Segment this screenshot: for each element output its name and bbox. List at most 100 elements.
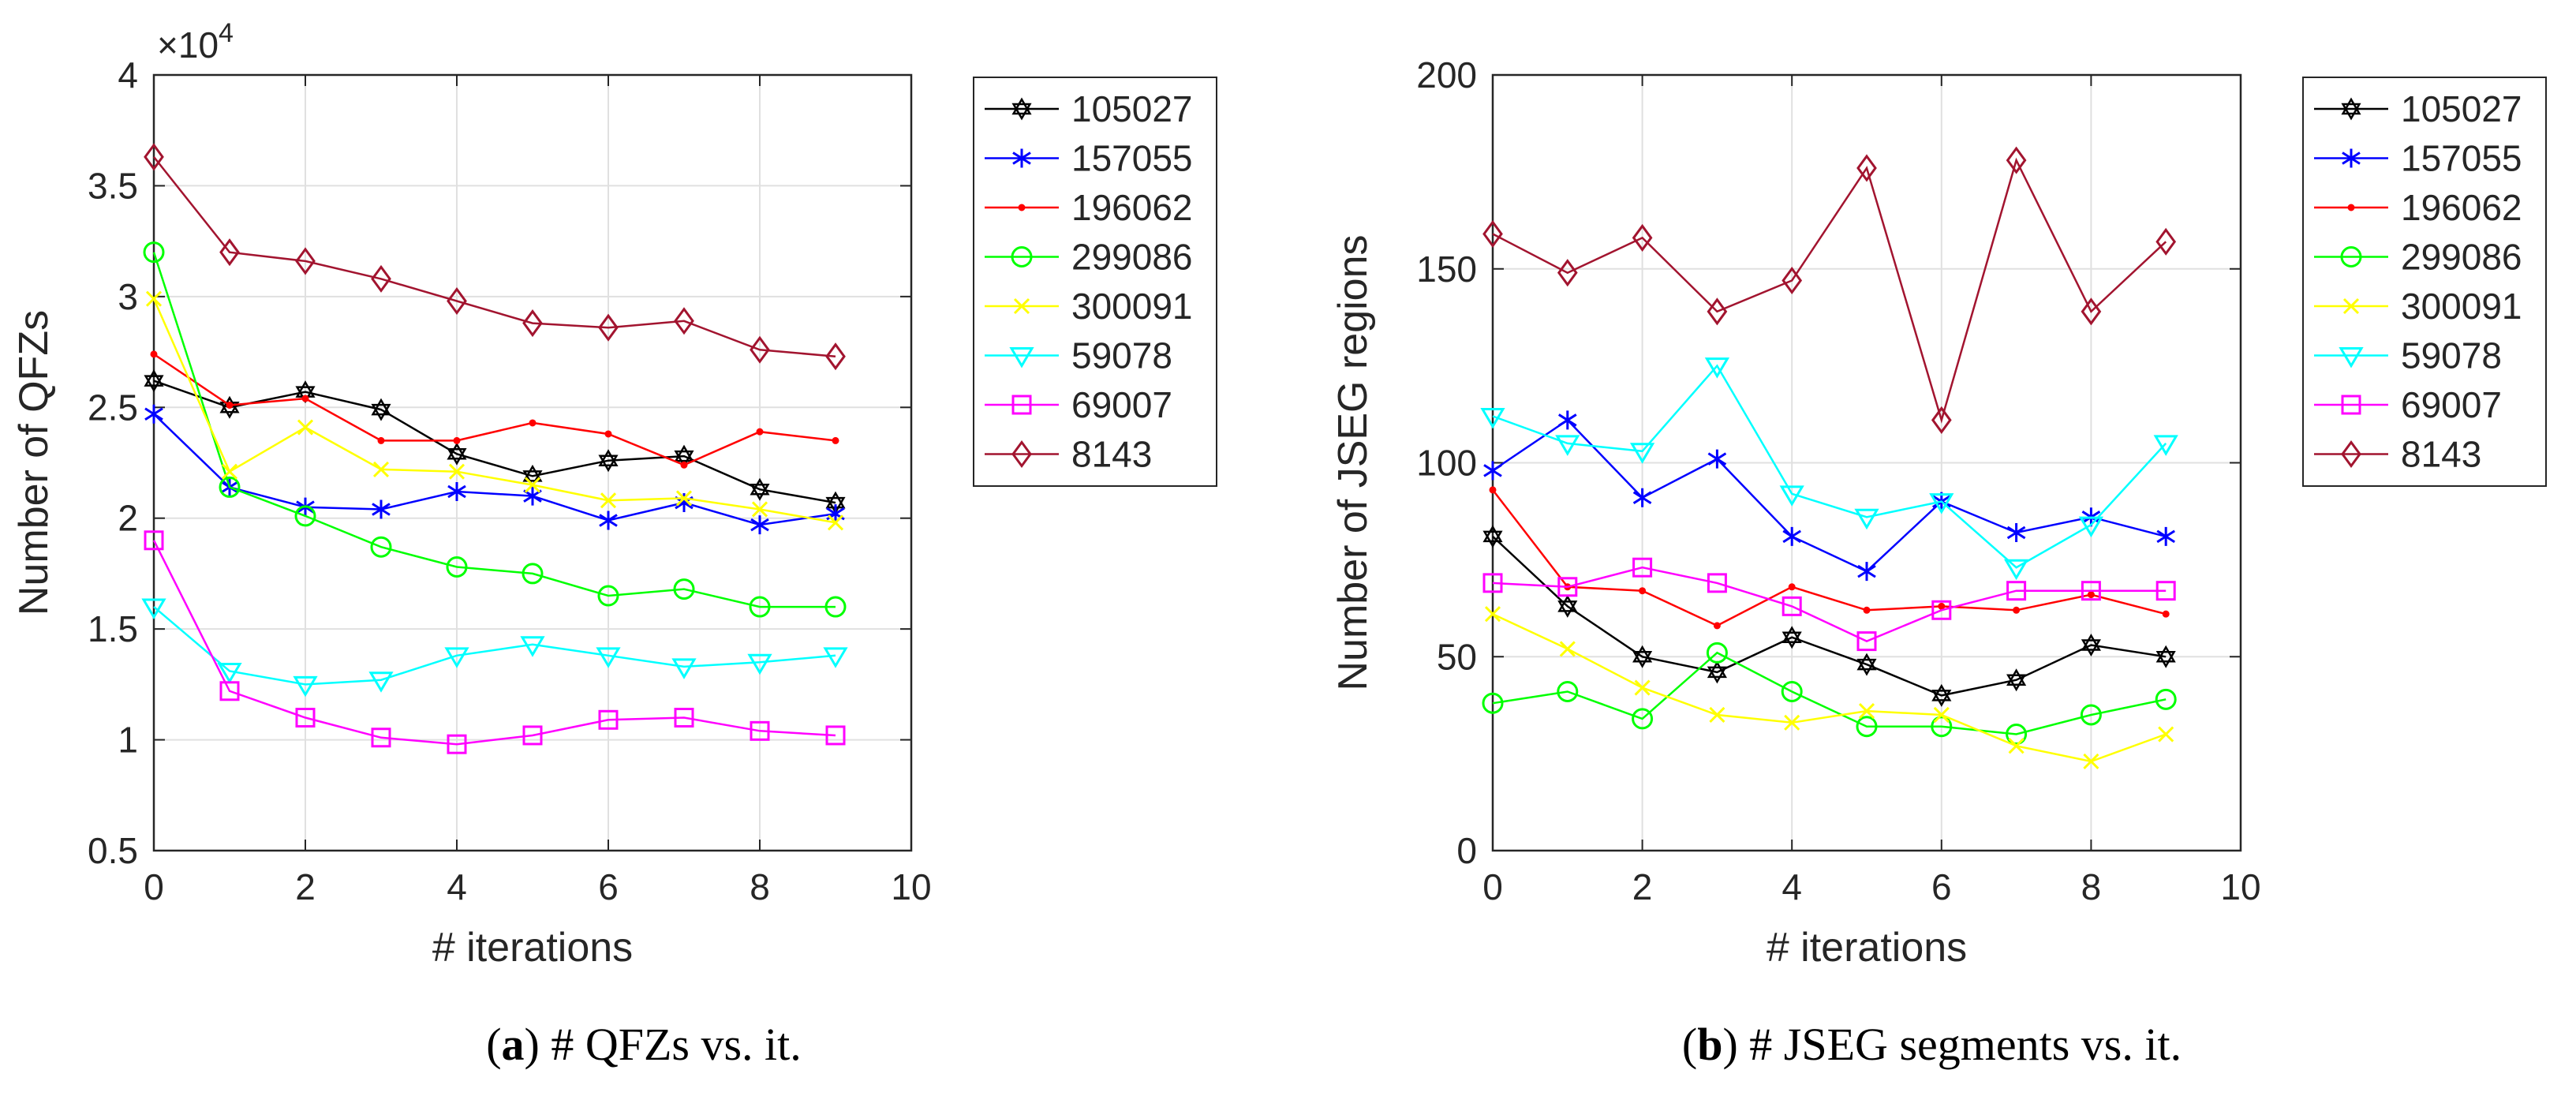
data-point [2158, 726, 2174, 743]
legend-entry: 300091 [985, 286, 1193, 327]
series-69007 [1482, 557, 2176, 652]
legend-marker [2341, 440, 2361, 469]
y-tick-label: 0.5 [88, 830, 138, 871]
legend-label: 300091 [2401, 286, 2522, 327]
series-59078 [141, 598, 848, 698]
legend-marker [2341, 97, 2361, 121]
data-point [1632, 223, 1653, 252]
legend-label: 157055 [1071, 138, 1193, 179]
series-8143 [1482, 146, 2177, 434]
x-tick-label: 6 [1931, 866, 1952, 907]
chart-panel-a: 0 2 4 6 8 10 0.5 1 1.5 2 2.5 3 3.5 4 # iterations Numbe… [11, 18, 1217, 1070]
data-point [295, 247, 316, 275]
data-point [144, 404, 163, 424]
data-point [522, 563, 544, 585]
legend-entry: 105027 [985, 88, 1193, 129]
data-point [2081, 581, 2101, 601]
data-point [756, 428, 764, 436]
data-point [221, 463, 238, 480]
data-point [2003, 559, 2029, 581]
data-point [1782, 596, 1802, 616]
data-point [1707, 449, 1727, 469]
series-299086 [143, 241, 847, 618]
legend-entry: 196062 [985, 187, 1193, 228]
data-point [1713, 622, 1721, 630]
data-point [825, 725, 846, 746]
data-point [750, 720, 770, 741]
data-point [370, 536, 392, 558]
y-tick-label: 100 [1416, 443, 1477, 484]
legend-marker [2347, 204, 2355, 211]
x-tick-label: 2 [1632, 866, 1653, 907]
series-157055 [144, 404, 845, 535]
data-point [1707, 660, 1727, 684]
data-point [1482, 573, 1503, 593]
x-tick-label: 6 [598, 866, 619, 907]
series-196062 [150, 350, 839, 469]
data-point [1632, 557, 1653, 578]
data-point [2013, 606, 2021, 614]
series-line [1492, 651, 2167, 735]
caption-a-label: a [501, 1019, 525, 1070]
data-point [2083, 753, 2099, 770]
x-tick-label: 10 [2220, 866, 2260, 907]
data-point [680, 461, 688, 469]
series-line [1492, 489, 2167, 627]
legend-marker [1011, 246, 1033, 267]
data-point [447, 482, 466, 502]
data-point [1858, 702, 1875, 720]
caption-a-text: # QFZs vs. it. [539, 1019, 802, 1070]
data-point [372, 499, 391, 519]
data-point [2155, 688, 2177, 710]
legend-label: 300091 [1071, 286, 1193, 327]
data-point [219, 681, 240, 701]
series-line [1492, 613, 2167, 763]
data-point [604, 430, 612, 438]
data-point [522, 464, 543, 488]
data-point [1484, 606, 1501, 623]
data-point [2006, 146, 2027, 174]
x-tick-label: 10 [891, 866, 931, 907]
data-point [1707, 297, 1728, 326]
data-point [1938, 602, 1946, 610]
data-point [2081, 634, 2101, 656]
data-point [747, 653, 772, 675]
data-point [522, 309, 543, 338]
data-point [377, 436, 385, 444]
data-point [827, 514, 844, 531]
data-point [524, 477, 541, 493]
data-point [219, 476, 241, 498]
legend-entry: 8143 [985, 434, 1152, 475]
data-point [1704, 357, 1730, 379]
series-line [153, 606, 836, 686]
data-point [2155, 645, 2176, 668]
data-point [1856, 716, 1878, 738]
legend: 105027 157055 196062 299086 300091 59078 69007… [973, 77, 1217, 487]
data-point [1856, 154, 1877, 182]
data-point [447, 734, 467, 754]
data-point [150, 350, 158, 358]
data-point [219, 238, 240, 267]
series-line [1492, 535, 2167, 697]
legend-marker [2341, 395, 2361, 415]
legend-box [973, 77, 1217, 487]
legend-entry: 157055 [2314, 138, 2522, 179]
x-tick-label: 2 [295, 866, 316, 907]
data-point [1557, 680, 1579, 702]
data-point [599, 511, 618, 530]
data-point [1480, 408, 1505, 429]
data-point [144, 530, 164, 551]
series-300091 [1484, 606, 2174, 770]
series-line [153, 156, 836, 357]
x-tick-label: 0 [144, 866, 164, 907]
gridlines [1493, 75, 2241, 851]
data-point [2155, 581, 2176, 601]
data-point [675, 490, 693, 507]
data-point [1854, 508, 1879, 530]
legend-marker [1013, 297, 1030, 315]
x-tick-label: 4 [447, 866, 467, 907]
series-line [153, 413, 836, 526]
x-axis-label: # iterations [432, 925, 633, 971]
data-point [1931, 406, 1952, 434]
data-point [1863, 606, 1871, 614]
